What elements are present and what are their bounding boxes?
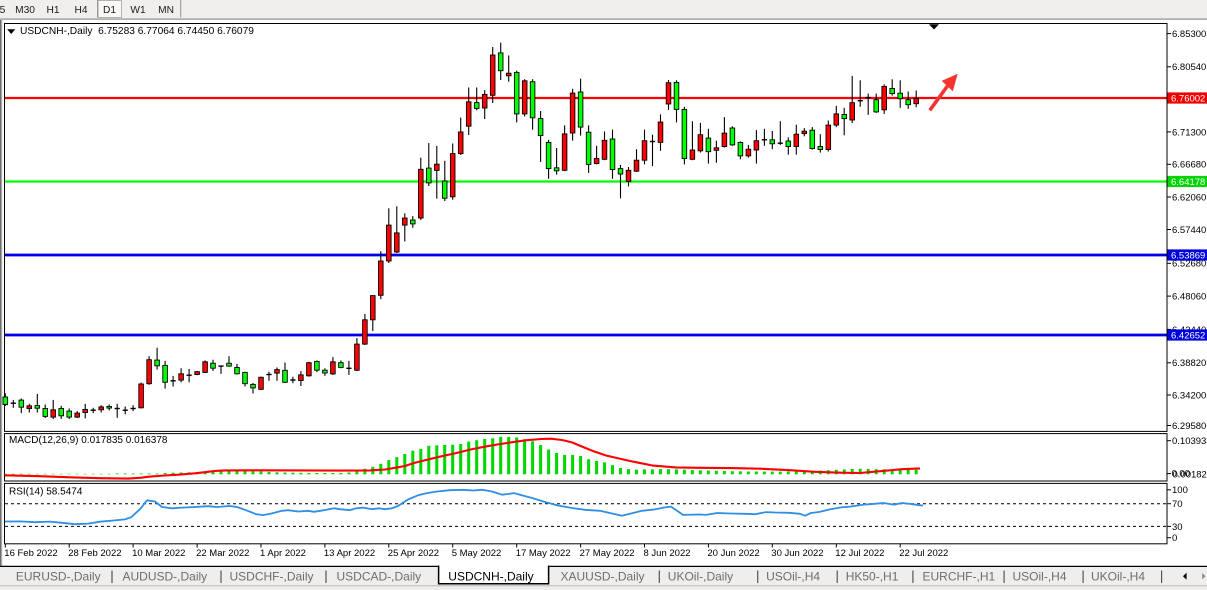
svg-text:EURCHF-,H1: EURCHF-,H1 (923, 569, 996, 583)
svg-text:17 May 2022: 17 May 2022 (516, 548, 571, 559)
svg-text:5 May 2022: 5 May 2022 (452, 548, 502, 559)
svg-text:8 Jun 2022: 8 Jun 2022 (644, 548, 691, 559)
svg-text:6.71300: 6.71300 (1172, 127, 1206, 138)
svg-text:UKOil-,Daily: UKOil-,Daily (668, 569, 733, 583)
svg-text:28 Feb 2022: 28 Feb 2022 (68, 548, 121, 559)
svg-text:USOil-,H4: USOil-,H4 (1013, 569, 1067, 583)
svg-text:30 Jun 2022: 30 Jun 2022 (771, 548, 823, 559)
svg-text:M30: M30 (15, 5, 35, 16)
svg-text:6.76002: 6.76002 (1171, 94, 1205, 105)
svg-text:16 Feb 2022: 16 Feb 2022 (4, 548, 57, 559)
svg-text:XAUUSD-,Daily: XAUUSD-,Daily (561, 569, 645, 583)
svg-text:0.00: 0.00 (1172, 468, 1191, 479)
svg-text:6.34200: 6.34200 (1172, 390, 1206, 401)
svg-text:6.42652: 6.42652 (1171, 331, 1205, 342)
svg-text:USDCHF-,Daily: USDCHF-,Daily (230, 569, 314, 583)
svg-text:12 Jul 2022: 12 Jul 2022 (835, 548, 884, 559)
svg-text:H4: H4 (74, 5, 87, 16)
svg-text:RSI(14) 58.5474: RSI(14) 58.5474 (9, 487, 83, 498)
svg-text:22 Mar 2022: 22 Mar 2022 (196, 548, 249, 559)
svg-text:MACD(12,26,9) 0.017835 0.01637: MACD(12,26,9) 0.017835 0.016378 (9, 435, 168, 446)
svg-text:6.38820: 6.38820 (1172, 358, 1206, 369)
svg-text:25 Apr 2022: 25 Apr 2022 (388, 548, 439, 559)
svg-text:USDCNH-,Daily: USDCNH-,Daily (448, 569, 533, 583)
svg-text:6.52680: 6.52680 (1172, 259, 1206, 270)
svg-text:13 Apr 2022: 13 Apr 2022 (324, 548, 375, 559)
svg-text:6.64178: 6.64178 (1171, 177, 1205, 188)
svg-text:MN: MN (158, 5, 174, 16)
svg-text:6.57440: 6.57440 (1172, 225, 1206, 236)
svg-text:USDCNH-,Daily 6.75283 6.77064: USDCNH-,Daily 6.75283 6.77064 6.74450 6.… (20, 26, 254, 37)
svg-text:100: 100 (1172, 485, 1188, 496)
svg-text:1 Apr 2022: 1 Apr 2022 (260, 548, 306, 559)
svg-text:10 Mar 2022: 10 Mar 2022 (132, 548, 185, 559)
svg-text:6.53869: 6.53869 (1171, 251, 1205, 262)
svg-text:D1: D1 (103, 5, 116, 16)
svg-text:27 May 2022: 27 May 2022 (580, 548, 635, 559)
svg-text:6.85300: 6.85300 (1172, 29, 1206, 40)
svg-text:W1: W1 (130, 5, 146, 16)
svg-text:USOil-,H4: USOil-,H4 (766, 569, 820, 583)
svg-text:6.80540: 6.80540 (1172, 62, 1206, 73)
svg-text:20 Jun 2022: 20 Jun 2022 (707, 548, 759, 559)
svg-text:EURUSD-,Daily: EURUSD-,Daily (16, 569, 101, 583)
svg-text:30: 30 (1172, 522, 1183, 533)
svg-text:22 Jul 2022: 22 Jul 2022 (899, 548, 948, 559)
svg-text:70: 70 (1172, 499, 1183, 510)
svg-text:HK50-,H1: HK50-,H1 (846, 569, 899, 583)
svg-text:0: 0 (1172, 533, 1177, 544)
svg-text:H1: H1 (46, 5, 59, 16)
svg-text:5: 5 (0, 5, 6, 16)
svg-text:0.001829: 0.001829 (1173, 469, 1207, 480)
svg-text:USDCAD-,Daily: USDCAD-,Daily (337, 569, 422, 583)
svg-text:6.48060: 6.48060 (1172, 292, 1206, 303)
svg-text:6.66680: 6.66680 (1172, 160, 1206, 171)
svg-text:6.62060: 6.62060 (1172, 192, 1206, 203)
svg-text:UKOil-,H4: UKOil-,H4 (1091, 569, 1145, 583)
svg-text:6.29580: 6.29580 (1172, 421, 1206, 432)
svg-text:0.103934: 0.103934 (1172, 436, 1207, 447)
svg-text:AUDUSD-,Daily: AUDUSD-,Daily (123, 569, 208, 583)
